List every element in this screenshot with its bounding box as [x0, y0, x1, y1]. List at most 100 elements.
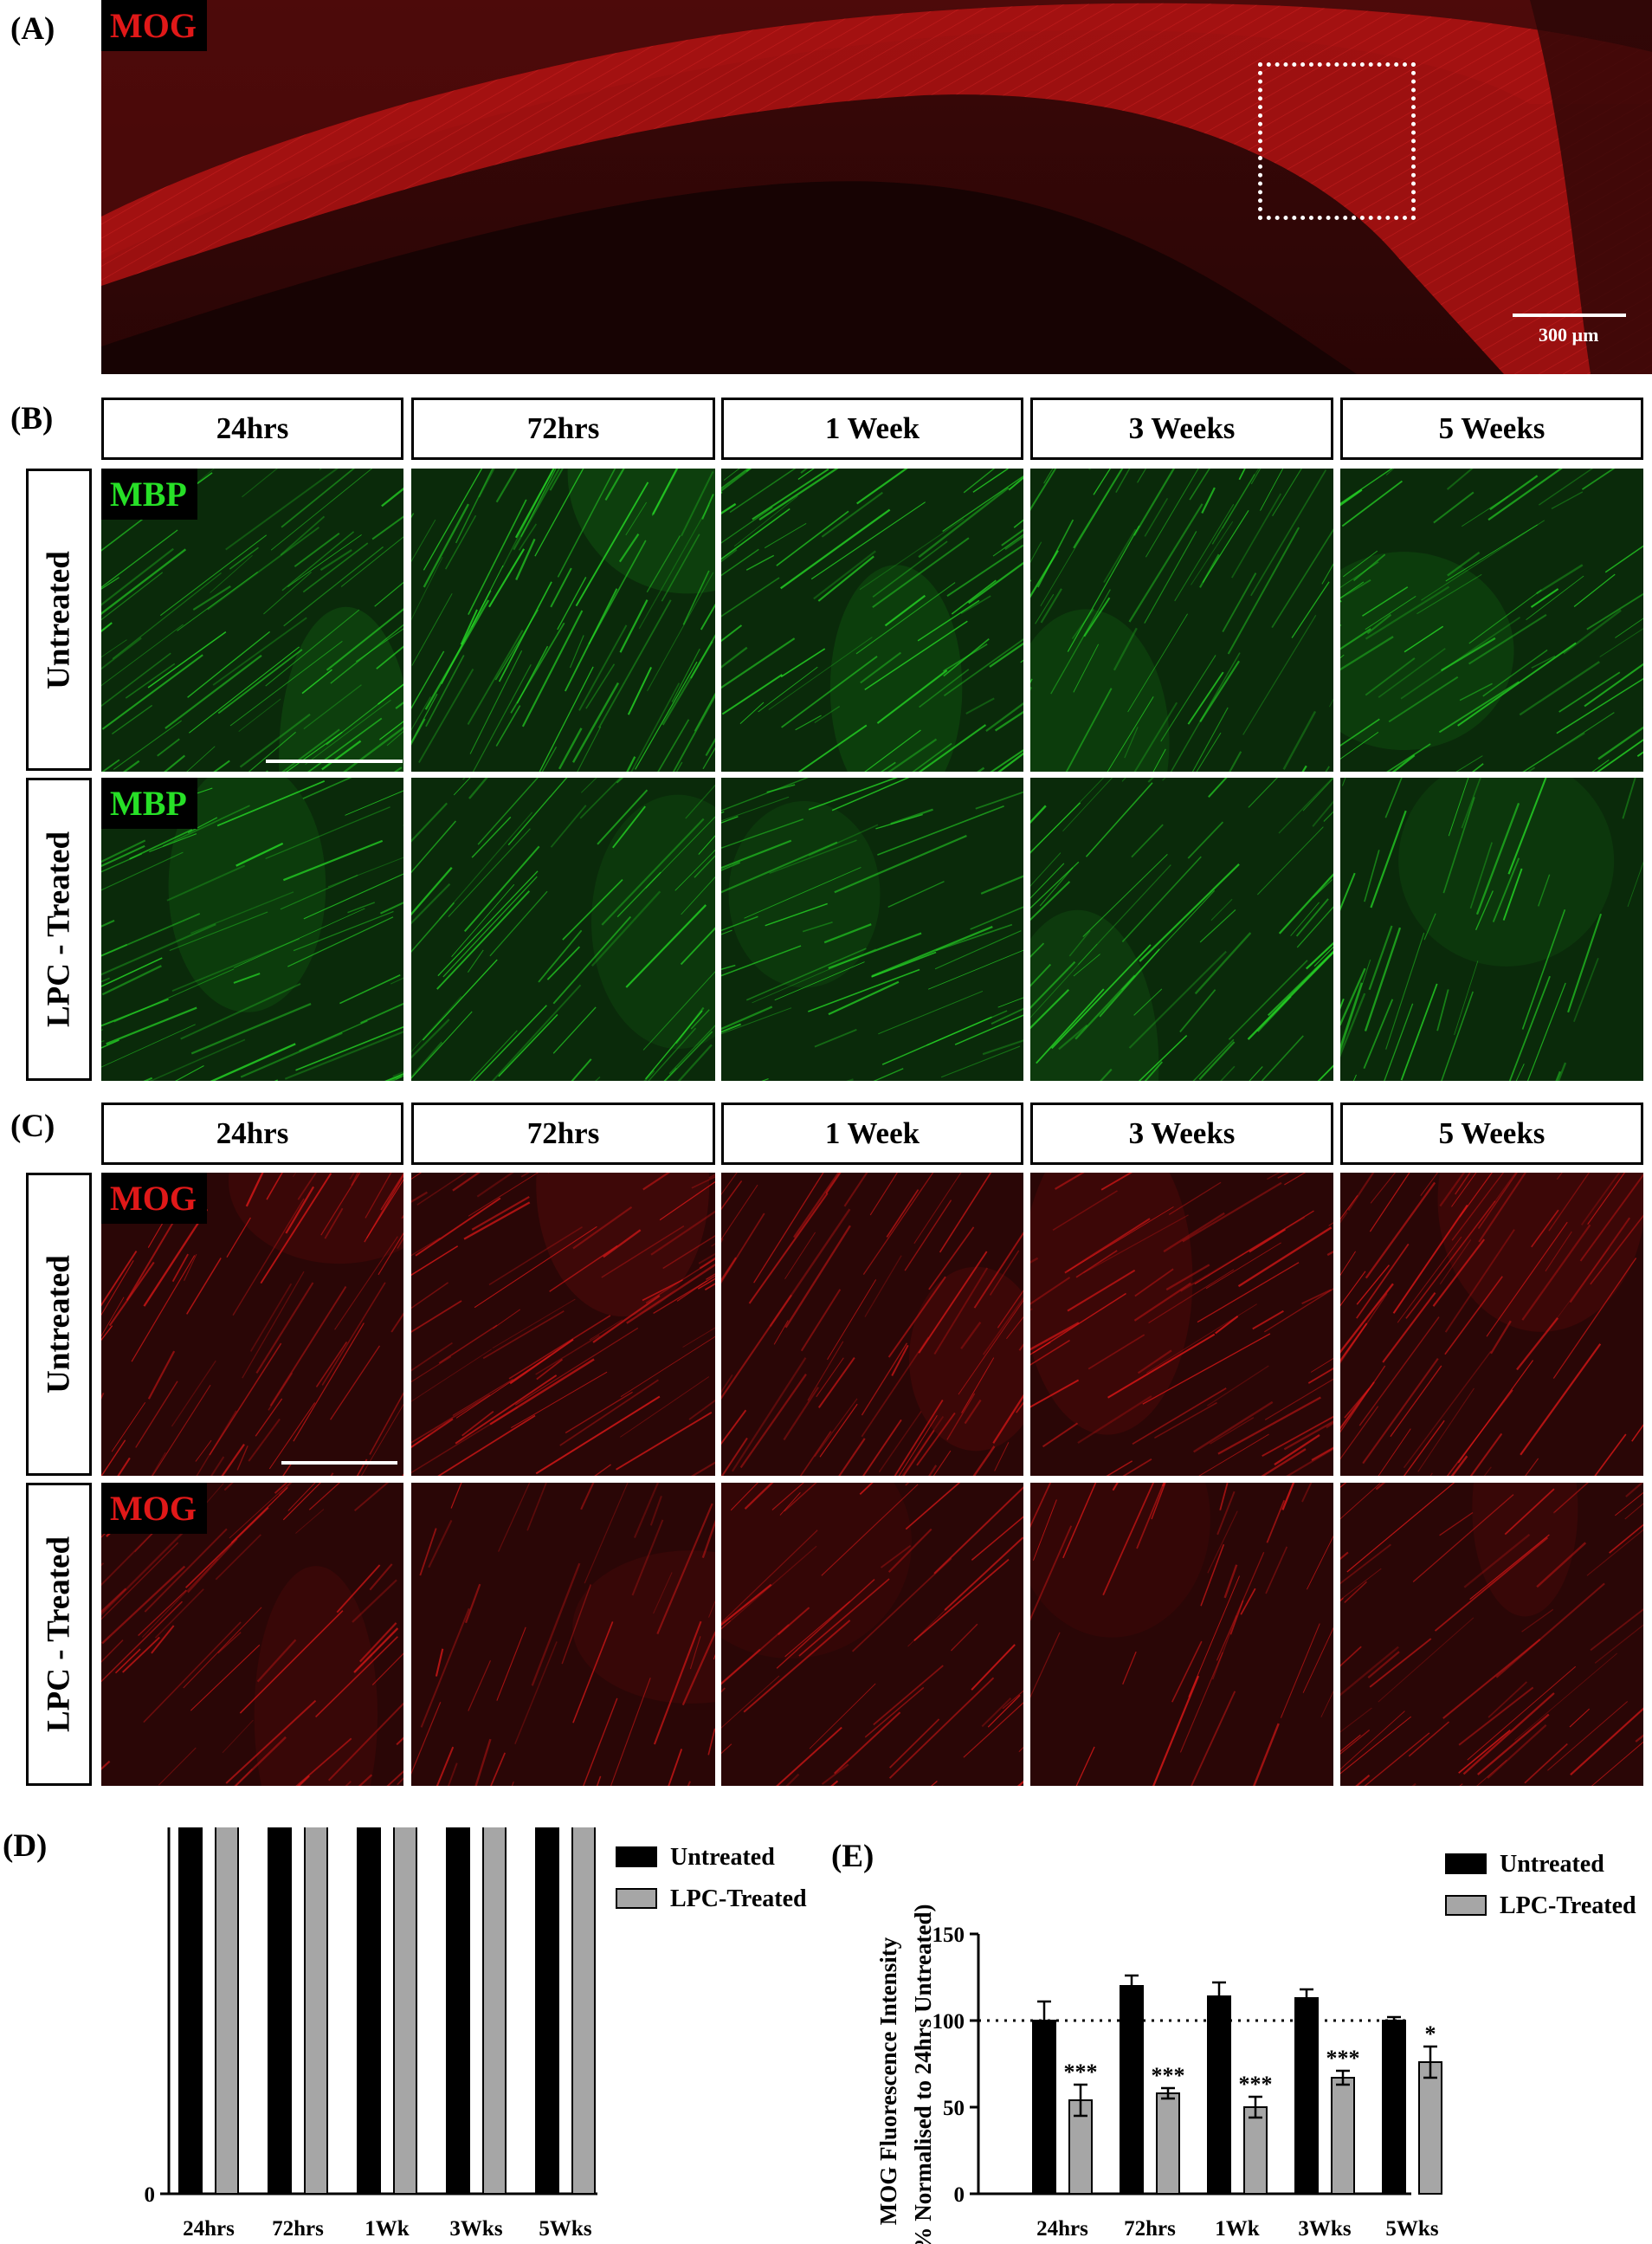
x-tick-label: 72hrs: [1124, 2217, 1176, 2241]
legend-label: Untreated: [1500, 1851, 1604, 1878]
panel-c-row-lpc-text: LPC - Treated: [41, 1536, 77, 1733]
panel-a-stain-label: MOG: [101, 0, 207, 51]
bar: [446, 1827, 470, 2195]
x-tick-label: 1Wk: [1215, 2217, 1260, 2241]
y-tick-label: 100: [932, 2010, 965, 2034]
panel-b-lpc-5weeks-image: [1340, 778, 1643, 1081]
y-tick-label: 0: [954, 2183, 965, 2207]
panel-c-row-lpc: LPC - Treated: [26, 1483, 92, 1786]
chart-e: MOG Fluorescence Intensity (% Normalised …: [875, 1851, 1636, 2244]
panel-c-header-5weeks: 5 Weeks: [1340, 1103, 1643, 1165]
y-axis-label-2: (% Normalised to 24hrs Untreated): [910, 1904, 936, 2244]
bar: [1418, 2061, 1442, 2195]
panel-c-lpc-72hrs-image: [411, 1483, 715, 1786]
panel-b-untreated-1week-image: [721, 469, 1023, 772]
panel-b-header-3weeks: 3 Weeks: [1030, 398, 1333, 460]
legend-swatch: [1445, 1895, 1487, 1916]
bar: [1294, 1997, 1319, 2195]
panel-c-untreated-72hrs-image: [411, 1173, 715, 1476]
panel-b-lpc-24hrs-image: MBP: [101, 778, 403, 1081]
panel-a-micrograph: MOG 300 µm: [101, 0, 1652, 374]
panel-b-untreated-5weeks-image: [1340, 469, 1643, 772]
bar: [571, 1827, 596, 2195]
panel-b-header-1week: 1 Week: [721, 398, 1023, 460]
panel-b-untreated-24hrs-image-stain-label: MBP: [101, 469, 197, 520]
panel-c-header-72hrs: 72hrs: [411, 1103, 715, 1165]
panel-c-untreated-3weeks-image: [1030, 1173, 1333, 1476]
significance-label: ***: [1152, 2063, 1185, 2088]
panel-d-label: (D): [3, 1828, 48, 1864]
significance-label: ***: [1326, 2046, 1360, 2071]
legend-swatch: [616, 1846, 657, 1867]
bar: [1382, 2020, 1406, 2195]
panel-b-header-5weeks: 5 Weeks: [1340, 398, 1643, 460]
panel-b-lpc-1week-image: [721, 778, 1023, 1081]
panel-c-lpc-24hrs-image-stain-label: MOG: [101, 1483, 207, 1534]
chart-d: MBP Fluorescence Intensity(% Normalised …: [145, 1827, 807, 2241]
legend-swatch: [1445, 1853, 1487, 1874]
panel-c-header-1week: 1 Week: [721, 1103, 1023, 1165]
panel-b-lpc-72hrs-image: [411, 778, 715, 1081]
significance-label: ***: [1239, 2072, 1273, 2097]
y-tick-label: 0: [145, 2183, 156, 2207]
bar: [393, 1827, 417, 2195]
panel-c-lpc-24hrs-image: MOG: [101, 1483, 403, 1786]
panel-b-label: (B): [10, 401, 54, 437]
panel-c-lpc-1week-image: [721, 1483, 1023, 1786]
panel-b-untreated-24hrs-image-scale-bar: [266, 760, 403, 763]
x-tick-label: 24hrs: [183, 2217, 235, 2241]
panel-c-header-24hrs: 24hrs: [101, 1103, 403, 1165]
bar: [482, 1827, 507, 2195]
x-tick-label: 24hrs: [1036, 2217, 1088, 2241]
bar: [215, 1827, 239, 2195]
bar: [1156, 2092, 1180, 2195]
mog-overview-image: [101, 0, 1652, 374]
panel-c-untreated-24hrs-image-stain-label: MOG: [101, 1173, 207, 1224]
inset-region-box: [1258, 62, 1416, 220]
panel-c-untreated-5weeks-image: [1340, 1173, 1643, 1476]
panel-b-untreated-72hrs-image: [411, 469, 715, 772]
legend-label: Untreated: [670, 1844, 775, 1871]
panel-c-label: (C): [10, 1109, 55, 1144]
x-tick-label: 3Wks: [449, 2217, 502, 2241]
panel-b-lpc-24hrs-image-stain-label: MBP: [101, 778, 197, 829]
bar: [268, 1827, 292, 2195]
legend-label: LPC-Treated: [670, 1885, 807, 1912]
panel-c-lpc-3weeks-image: [1030, 1483, 1333, 1786]
x-tick-label: 1Wk: [365, 2217, 410, 2241]
panel-b-row-untreated: Untreated: [26, 469, 92, 771]
panel-c-header-3weeks: 3 Weeks: [1030, 1103, 1333, 1165]
panel-b-row-untreated-text: Untreated: [41, 550, 77, 689]
y-axis-label: MOG Fluorescence Intensity: [875, 1937, 901, 2225]
panel-b-row-lpc-text: LPC - Treated: [41, 831, 77, 1028]
significance-label: *: [1425, 2021, 1436, 2047]
panel-b-row-lpc: LPC - Treated: [26, 778, 92, 1081]
bar: [178, 1827, 203, 2195]
bar: [535, 1827, 559, 2195]
bar: [357, 1827, 381, 2195]
x-tick-label: 3Wks: [1298, 2217, 1351, 2241]
x-tick-label: 72hrs: [272, 2217, 324, 2241]
panel-b-untreated-3weeks-image: [1030, 469, 1333, 772]
x-tick-label: 5Wks: [539, 2217, 591, 2241]
bar: [1207, 1995, 1231, 2195]
panel-b-header-24hrs: 24hrs: [101, 398, 403, 460]
panel-a-label: (A): [10, 11, 55, 47]
significance-label: ***: [1064, 2060, 1098, 2085]
legend-swatch: [616, 1888, 657, 1909]
panel-c-row-untreated-text: Untreated: [41, 1255, 77, 1394]
panel-c-untreated-24hrs-image-scale-bar: [281, 1461, 397, 1465]
legend-label: LPC-Treated: [1500, 1892, 1636, 1919]
bar: [1331, 2077, 1355, 2195]
panel-b-lpc-3weeks-image: [1030, 778, 1333, 1081]
panel-c-untreated-1week-image: [721, 1173, 1023, 1476]
y-tick-label: 150: [932, 1924, 965, 1947]
panel-b-untreated-24hrs-image: MBP: [101, 469, 403, 772]
panel-c-lpc-5weeks-image: [1340, 1483, 1643, 1786]
bar: [1120, 1985, 1144, 2195]
panel-c-row-untreated: Untreated: [26, 1173, 92, 1476]
bar: [304, 1827, 328, 2195]
bar: [1243, 2106, 1268, 2195]
panel-a-scale-text: 300 µm: [1539, 324, 1599, 346]
panel-e-label: (E): [831, 1839, 874, 1874]
